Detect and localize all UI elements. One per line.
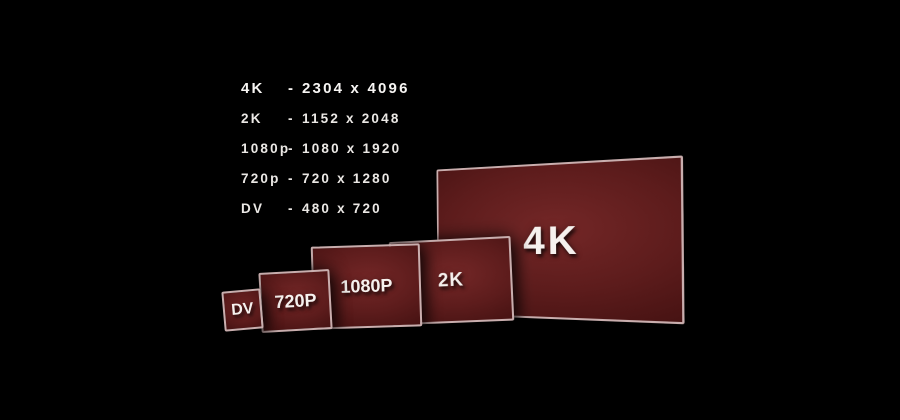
legend-value: 2304 x 4096: [302, 80, 410, 97]
legend-row-1080p: 1080p - 1080 x 1920: [241, 141, 410, 171]
legend-value: 1080 x 1920: [302, 141, 402, 156]
legend-row-4k: 4K - 2304 x 4096: [241, 80, 410, 111]
legend-dash: -: [288, 80, 296, 97]
legend-label: DV: [241, 201, 265, 216]
screen-720p-label: 720P: [273, 289, 318, 312]
legend-row-720p: 720p - 720 x 1280: [241, 171, 410, 201]
legend-label: 4K: [241, 80, 265, 97]
screen-720p: 720P: [258, 269, 333, 333]
legend-value: 1152 x 2048: [302, 111, 401, 126]
legend-row-2k: 2K - 1152 x 2048: [241, 111, 410, 141]
legend-value: 480 x 720: [302, 201, 382, 216]
legend-dash: -: [288, 201, 295, 216]
screen-2k-label: 2K: [437, 269, 465, 292]
screen-dv-label: DV: [230, 300, 255, 319]
screen-dv: DV: [221, 288, 264, 332]
legend-dash: -: [288, 171, 295, 186]
legend-dash: -: [288, 141, 295, 156]
legend-label: 720p: [241, 171, 281, 186]
legend-row-dv: DV - 480 x 720: [241, 201, 410, 231]
resolution-legend: 4K - 2304 x 4096 2K - 1152 x 2048 1080p …: [241, 80, 410, 231]
legend-label: 1080p: [241, 141, 291, 156]
legend-label: 2K: [241, 111, 263, 126]
screen-1080p-label: 1080P: [340, 275, 393, 297]
screen-4k-label: 4K: [523, 217, 580, 263]
legend-dash: -: [288, 111, 295, 126]
legend-value: 720 x 1280: [302, 171, 392, 186]
